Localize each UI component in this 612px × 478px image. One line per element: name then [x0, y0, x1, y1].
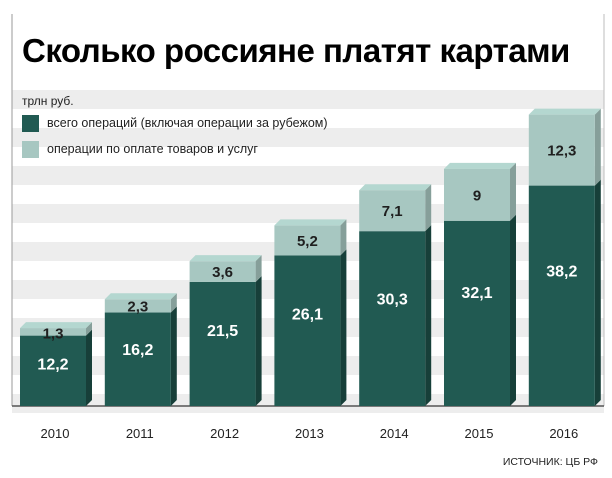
bar-total [528, 185, 595, 406]
bar-total-side [170, 306, 177, 406]
bar-purchases [104, 299, 171, 313]
x-tick-label: 2013 [295, 426, 324, 441]
bar-total-side [425, 225, 432, 406]
data-label-purchases: 5,2 [297, 233, 318, 250]
bar-purchases-top [20, 322, 92, 329]
data-label-total: 30,3 [377, 292, 408, 309]
bar-purchases-top [444, 162, 516, 169]
bar-purchases-top [528, 108, 601, 115]
chart-title: Сколько россияне платят картами [22, 32, 570, 69]
data-label-total: 32,1 [461, 285, 492, 302]
bar-purchases-top [274, 219, 347, 226]
bar-purchases-side [425, 184, 432, 232]
background-stripe [12, 90, 604, 109]
bar-purchases [189, 261, 256, 282]
bar-purchases [359, 190, 426, 232]
legend-label-total: всего операций (включая операции за рубе… [47, 116, 328, 130]
bar-total [359, 231, 426, 406]
bar-total [444, 220, 510, 406]
source-note: ИСТОЧНИК: ЦБ РФ [502, 456, 598, 468]
bar-total [189, 281, 256, 406]
bar-total [104, 312, 171, 406]
x-tick-label: 2012 [210, 426, 239, 441]
bar-purchases [20, 328, 86, 336]
bar-purchases-side [86, 322, 92, 336]
legend-swatch-total [22, 114, 39, 132]
data-label-purchases: 1,3 [43, 326, 64, 343]
x-tick-label: 2016 [549, 426, 578, 441]
x-tick-label: 2010 [41, 426, 70, 441]
data-label-total: 26,1 [292, 307, 323, 324]
data-label-purchases: 2,3 [127, 298, 148, 315]
bar-purchases-side [510, 162, 516, 221]
bar-purchases-side [340, 219, 347, 256]
title-panel [12, 10, 604, 76]
legend-item-total: всего операций (включая операции за рубе… [22, 113, 328, 133]
bar-total-side [510, 214, 516, 406]
data-label-purchases: 7,1 [382, 203, 403, 220]
bar-purchases [274, 225, 341, 256]
bar-total-side [86, 329, 92, 406]
data-label-total: 38,2 [546, 263, 577, 280]
bar-purchases-top [189, 255, 262, 262]
legend-swatch-purchases [22, 140, 39, 158]
data-label-purchases: 12,3 [547, 143, 576, 160]
bar-purchases-side [255, 255, 262, 282]
bar-purchases [444, 168, 510, 221]
bar-purchases-top [359, 184, 432, 191]
data-label-total: 21,5 [207, 323, 238, 340]
unit-label: трлн руб. [22, 94, 74, 108]
bar-purchases [528, 114, 595, 186]
x-tick-label: 2011 [126, 426, 154, 441]
legend-item-purchases: операции по оплате товаров и услуг [22, 139, 258, 159]
legend-label-purchases: операции по оплате товаров и услуг [47, 142, 258, 156]
bar-purchases-top [104, 293, 177, 300]
data-label-total: 16,2 [122, 342, 153, 359]
bar-total-side [340, 249, 347, 406]
data-label-purchases: 3,6 [212, 264, 233, 281]
bar-purchases-side [594, 108, 601, 186]
data-label-total: 12,2 [37, 356, 68, 373]
bar-total [274, 255, 341, 406]
bar-total [20, 335, 86, 406]
x-tick-label: 2015 [465, 426, 494, 441]
data-label-purchases: 9 [473, 187, 481, 204]
bar-purchases-side [170, 293, 177, 313]
x-tick-label: 2014 [380, 426, 409, 441]
background-stripe [12, 128, 604, 147]
bar-total-side [594, 179, 601, 406]
bar-total-side [255, 275, 262, 406]
